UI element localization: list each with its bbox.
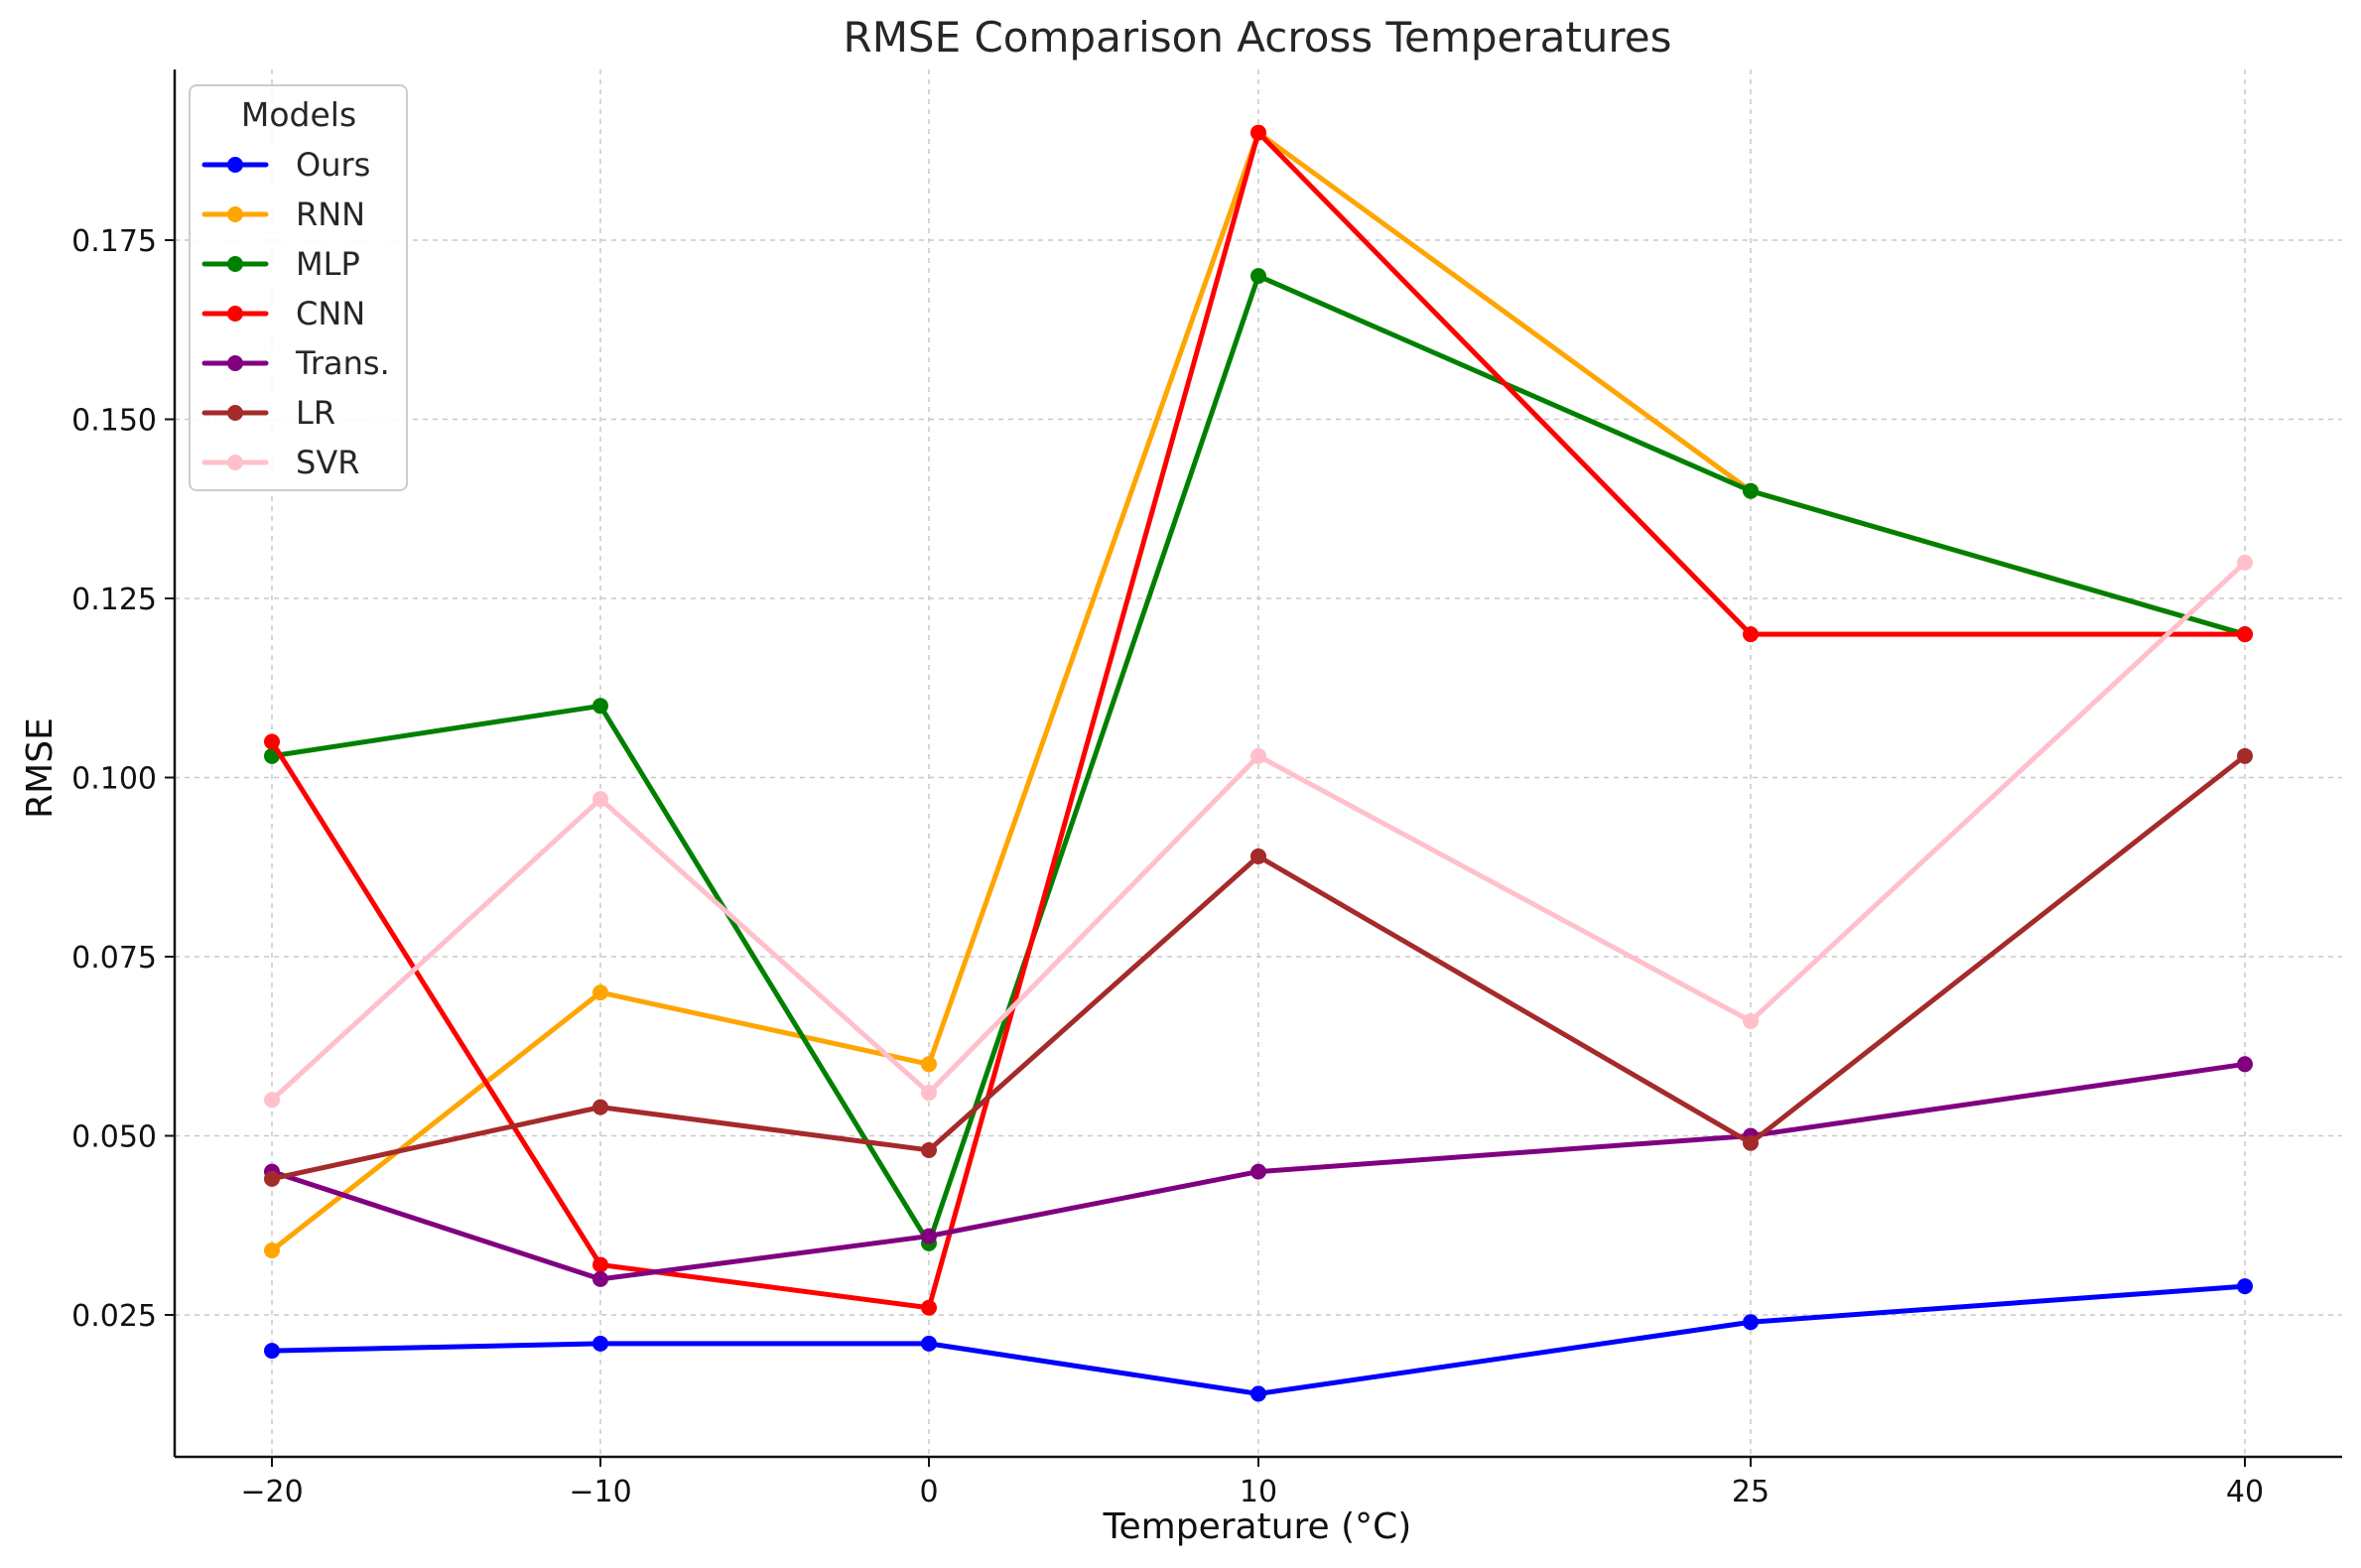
series-ours (264, 1278, 2253, 1402)
legend-items: Ours RNN MLP CNN Trans. LR SVR (201, 146, 390, 481)
data-point-rnn (264, 1242, 280, 1259)
data-point-rnn (921, 1056, 937, 1073)
legend-box (189, 84, 408, 491)
data-point-lr (1743, 1134, 1759, 1151)
legend-label: MLP (296, 245, 360, 283)
legend-item-lr: LR (201, 394, 335, 432)
y-tick-label: 0.100 (71, 762, 157, 797)
data-point-mlp (592, 698, 608, 715)
legend-label: RNN (296, 196, 365, 233)
data-point-ours (1250, 1385, 1266, 1402)
data-point-cnn (592, 1256, 608, 1273)
legend-item-svr: SVR (201, 444, 359, 481)
x-axis-label: Temperature (°C) (1103, 1506, 1412, 1547)
data-point-cnn (1250, 124, 1266, 141)
legend-swatch-marker (227, 256, 243, 272)
x-tick-label: 40 (2226, 1475, 2264, 1509)
series-cnn (264, 124, 2253, 1316)
x-tick-label: −10 (569, 1475, 631, 1509)
data-point-lr (921, 1141, 937, 1158)
data-point-cnn (264, 733, 280, 750)
data-point-trans (921, 1228, 937, 1244)
legend-swatch-marker (227, 405, 243, 421)
y-tick-label: 0.175 (71, 224, 157, 259)
legend-label: Ours (296, 146, 370, 184)
data-point-trans (592, 1270, 608, 1287)
data-point-ours (921, 1335, 937, 1352)
series-layer (264, 124, 2253, 1402)
legend-swatch-marker (227, 206, 243, 222)
data-point-lr (592, 1099, 608, 1115)
y-axis-label: RMSE (20, 718, 61, 819)
data-point-mlp (1743, 482, 1759, 499)
series-line-mlp (269, 273, 2248, 1246)
data-point-lr (1250, 848, 1266, 864)
legend-swatch-marker (227, 306, 243, 322)
y-tick-label: 0.025 (71, 1299, 157, 1334)
data-point-lr (264, 1170, 280, 1187)
legend-item-trans: Trans. (201, 344, 390, 382)
data-point-lr (2237, 747, 2253, 764)
y-tick-label: 0.125 (71, 583, 157, 617)
legend-item-mlp: MLP (201, 245, 360, 283)
y-tick-label: 0.050 (71, 1120, 157, 1155)
data-point-ours (592, 1335, 608, 1352)
grid-layer (175, 69, 2342, 1457)
series-line-trans (269, 1061, 2248, 1282)
legend-swatch-marker (227, 455, 243, 470)
data-point-ours (264, 1343, 280, 1360)
y-tick-label: 0.075 (71, 941, 157, 976)
data-point-trans (2237, 1056, 2253, 1073)
series-lr (264, 747, 2253, 1187)
data-point-trans (1250, 1163, 1266, 1180)
data-point-mlp (1250, 268, 1266, 285)
chart-title: RMSE Comparison Across Temperatures (844, 13, 1672, 62)
data-point-ours (1743, 1314, 1759, 1331)
data-point-rnn (592, 984, 608, 1001)
legend-item-cnn: CNN (201, 295, 365, 332)
data-point-svr (2237, 554, 2253, 571)
legend-label: Trans. (295, 344, 390, 382)
series-line-ours (269, 1283, 2248, 1396)
data-point-svr (1743, 1012, 1759, 1029)
series-line-svr (269, 560, 2248, 1103)
legend-label: LR (296, 394, 335, 432)
data-point-cnn (1743, 626, 1759, 643)
data-point-cnn (2237, 626, 2253, 643)
series-svr (264, 554, 2253, 1109)
legend-swatch-marker (227, 157, 243, 173)
data-point-svr (921, 1085, 937, 1102)
x-tick-label: 25 (1732, 1475, 1770, 1509)
series-line-cnn (269, 130, 2248, 1311)
data-point-svr (1250, 747, 1266, 764)
legend-label: SVR (296, 444, 359, 481)
legend-item-ours: Ours (201, 146, 370, 184)
ticks-layer: −20 −10 0 10 25 40 0.025 0.050 0.075 0.100 0.125 0.… (71, 224, 2264, 1509)
series-line-lr (269, 753, 2248, 1182)
legend-item-rnn: RNN (201, 196, 365, 233)
data-point-svr (592, 791, 608, 808)
data-point-cnn (921, 1299, 937, 1316)
x-tick-label: −20 (240, 1475, 303, 1509)
legend-label: CNN (296, 295, 365, 332)
legend-title: Models (241, 95, 356, 134)
data-point-svr (264, 1092, 280, 1109)
x-tick-label: 10 (1240, 1475, 1277, 1509)
legend-swatch-marker (227, 355, 243, 371)
data-point-ours (2237, 1278, 2253, 1295)
legend: Models Ours RNN MLP CNN Trans. LR SVR (189, 84, 408, 491)
y-tick-label: 0.150 (71, 404, 157, 439)
x-tick-label: 0 (919, 1475, 938, 1509)
